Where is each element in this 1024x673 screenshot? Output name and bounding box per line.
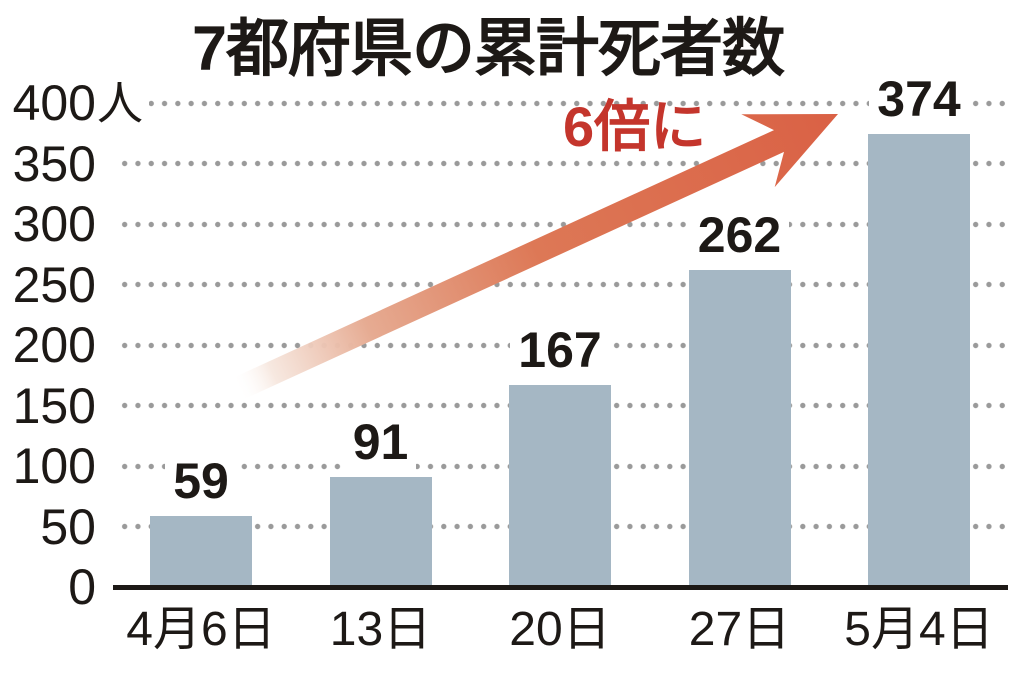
y-axis-tick-label: 50: [40, 498, 96, 555]
x-axis-line: [113, 585, 1008, 590]
y-axis-tick-label: 0: [68, 559, 96, 615]
bar-value-text: 374: [869, 71, 969, 128]
bar-value-text: 167: [510, 321, 610, 378]
x-axis-tick-label: 4月6日: [126, 603, 276, 656]
bar-4月6日: [150, 515, 252, 587]
x-axis-tick-label: 20日: [509, 603, 611, 656]
gridline-dots-400: [118, 99, 1006, 107]
bar-value-label: 91: [271, 413, 491, 471]
bar-value-label: 374: [809, 70, 1024, 128]
bar-value-label: 59: [91, 452, 311, 510]
bar-value-label: 167: [450, 321, 670, 379]
bar-value-label: 262: [630, 206, 850, 264]
x-axis-tick-label: 27日: [688, 603, 791, 656]
y-axis-tick-label: 300: [12, 196, 96, 252]
x-axis-tick-label: 13日: [329, 603, 432, 656]
y-axis-tick-label: 200: [12, 317, 96, 373]
y-axis-tick-label: 350: [12, 135, 96, 192]
y-axis-tick-label: 150: [12, 377, 96, 434]
y-axis-tick-label: 250: [12, 256, 96, 313]
bar-13日: [329, 476, 432, 587]
y-axis-tick-label: 400: [12, 75, 96, 131]
chart-title: 7都府県の累計死者数: [192, 14, 785, 84]
bar-5月4日: [868, 134, 970, 587]
bar-value-text: 262: [689, 206, 790, 263]
bar-value-text: 59: [165, 452, 237, 509]
bar-27日: [688, 269, 791, 587]
annotation-6x-label: 6倍に: [563, 95, 707, 158]
bar-20日: [509, 384, 611, 587]
x-axis-tick-label: 5月4日: [844, 603, 994, 656]
y-axis-unit-label: 人: [97, 77, 149, 129]
y-axis-tick-label: 100: [12, 438, 96, 494]
bar-value-text: 91: [344, 413, 417, 470]
